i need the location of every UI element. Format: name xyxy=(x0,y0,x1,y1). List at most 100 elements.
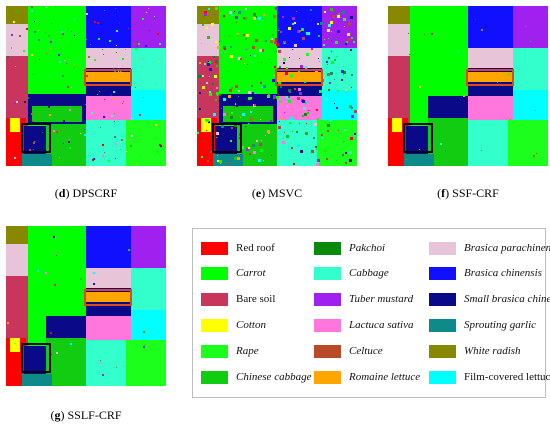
map-noise-pixel xyxy=(294,88,296,90)
map-noise-pixel xyxy=(67,86,69,88)
map-noise-pixel xyxy=(260,149,263,152)
map-panel-f xyxy=(388,6,548,166)
map-noise-pixel xyxy=(62,75,64,77)
map-noise-pixel xyxy=(220,163,221,164)
legend-item: Chinese cabbage xyxy=(201,370,311,384)
map-noise-pixel xyxy=(115,8,116,9)
map-noise-pixel xyxy=(216,137,217,138)
map-noise-pixel xyxy=(283,58,286,61)
map-noise-pixel xyxy=(246,34,249,37)
legend-swatch xyxy=(201,370,228,384)
map-noise-pixel xyxy=(304,81,306,83)
caption-panel-e: (e) MSVC xyxy=(251,186,303,200)
map-noise-pixel xyxy=(116,30,118,32)
map-noise-pixel xyxy=(209,91,211,93)
map-noise-pixel xyxy=(283,138,284,139)
map-noise-pixel xyxy=(128,28,129,29)
map-noise-pixel xyxy=(63,124,64,125)
map-noise-pixel xyxy=(38,39,40,41)
legend-item: Red roof xyxy=(201,241,275,255)
map-noise-pixel xyxy=(285,143,286,144)
map-noise-pixel xyxy=(320,22,323,25)
map-noise-pixel xyxy=(337,30,340,33)
map-region xyxy=(428,118,468,166)
map-noise-pixel xyxy=(283,74,285,76)
map-noise-pixel xyxy=(69,139,70,140)
map-noise-pixel xyxy=(244,63,245,64)
map-noise-pixel xyxy=(335,41,338,44)
map-noise-pixel xyxy=(248,91,251,94)
map-noise-pixel xyxy=(217,46,220,49)
map-noise-pixel xyxy=(215,99,217,101)
map-noise-pixel xyxy=(13,21,15,23)
map-noise-pixel xyxy=(211,23,214,26)
map-noise-pixel xyxy=(327,124,330,127)
map-noise-pixel xyxy=(69,147,71,149)
map-noise-pixel xyxy=(505,42,506,43)
map-noise-pixel xyxy=(23,58,24,59)
map-noise-pixel xyxy=(329,82,331,84)
map-noise-pixel xyxy=(142,18,144,20)
map-noise-pixel xyxy=(342,154,344,156)
map-noise-pixel xyxy=(324,149,327,152)
map-noise-pixel xyxy=(293,163,295,165)
map-noise-pixel xyxy=(63,120,65,122)
map-noise-pixel xyxy=(139,114,141,116)
map-noise-pixel xyxy=(292,17,295,20)
map-noise-pixel xyxy=(254,104,256,106)
map-noise-pixel xyxy=(121,139,123,141)
map-noise-pixel xyxy=(274,41,277,44)
map-noise-pixel xyxy=(331,31,332,32)
legend-item: Pakchoi xyxy=(314,241,385,255)
map-noise-pixel xyxy=(348,23,351,26)
caption-panel-g: (g) SSLF-CRF xyxy=(50,408,122,422)
map-noise-pixel xyxy=(252,145,253,146)
map-noise-pixel xyxy=(100,360,101,361)
map-noise-pixel xyxy=(314,123,317,126)
map-noise-pixel xyxy=(299,58,300,59)
map-noise-pixel xyxy=(240,117,241,118)
map-noise-pixel xyxy=(481,29,483,31)
map-noise-pixel xyxy=(138,43,140,45)
map-noise-pixel xyxy=(290,74,293,77)
map-noise-pixel xyxy=(206,27,208,29)
map-noise-pixel xyxy=(23,50,25,52)
map-noise-pixel xyxy=(19,104,20,105)
map-noise-pixel xyxy=(253,17,256,20)
map-noise-pixel xyxy=(419,149,420,150)
map-noise-pixel xyxy=(431,33,433,35)
map-noise-pixel xyxy=(97,22,99,24)
map-noise-pixel xyxy=(217,95,218,96)
map-noise-pixel xyxy=(536,153,537,154)
map-region xyxy=(126,120,166,166)
map-noise-pixel xyxy=(337,15,340,18)
map-noise-pixel xyxy=(84,134,86,136)
legend-swatch xyxy=(201,344,228,358)
legend-swatch xyxy=(429,292,456,306)
map-noise-pixel xyxy=(98,38,100,40)
map-noise-pixel xyxy=(317,159,320,162)
map-region xyxy=(388,6,410,24)
map-noise-pixel xyxy=(497,82,498,83)
map-noise-pixel xyxy=(102,374,104,376)
legend-label: Small brasica chinensis xyxy=(464,293,550,305)
map-noise-pixel xyxy=(260,82,262,84)
map-noise-pixel xyxy=(14,157,16,159)
map-noise-pixel xyxy=(141,29,142,30)
map-noise-pixel xyxy=(203,16,204,17)
map-noise-pixel xyxy=(230,140,232,142)
legend-label: Chinese cabbage xyxy=(236,371,312,383)
map-noise-pixel xyxy=(288,147,289,148)
map-noise-pixel xyxy=(235,103,236,104)
map-noise-pixel xyxy=(227,71,228,72)
map-noise-pixel xyxy=(248,97,251,100)
map-noise-pixel xyxy=(252,92,254,94)
map-noise-pixel xyxy=(245,38,247,40)
map-noise-pixel xyxy=(316,149,317,150)
map-noise-pixel xyxy=(103,116,105,118)
map-noise-pixel xyxy=(261,140,262,141)
map-noise-pixel xyxy=(11,34,13,36)
legend-label: Rape xyxy=(236,345,259,357)
legend-swatch xyxy=(201,241,228,255)
map-panel-g xyxy=(6,226,166,386)
